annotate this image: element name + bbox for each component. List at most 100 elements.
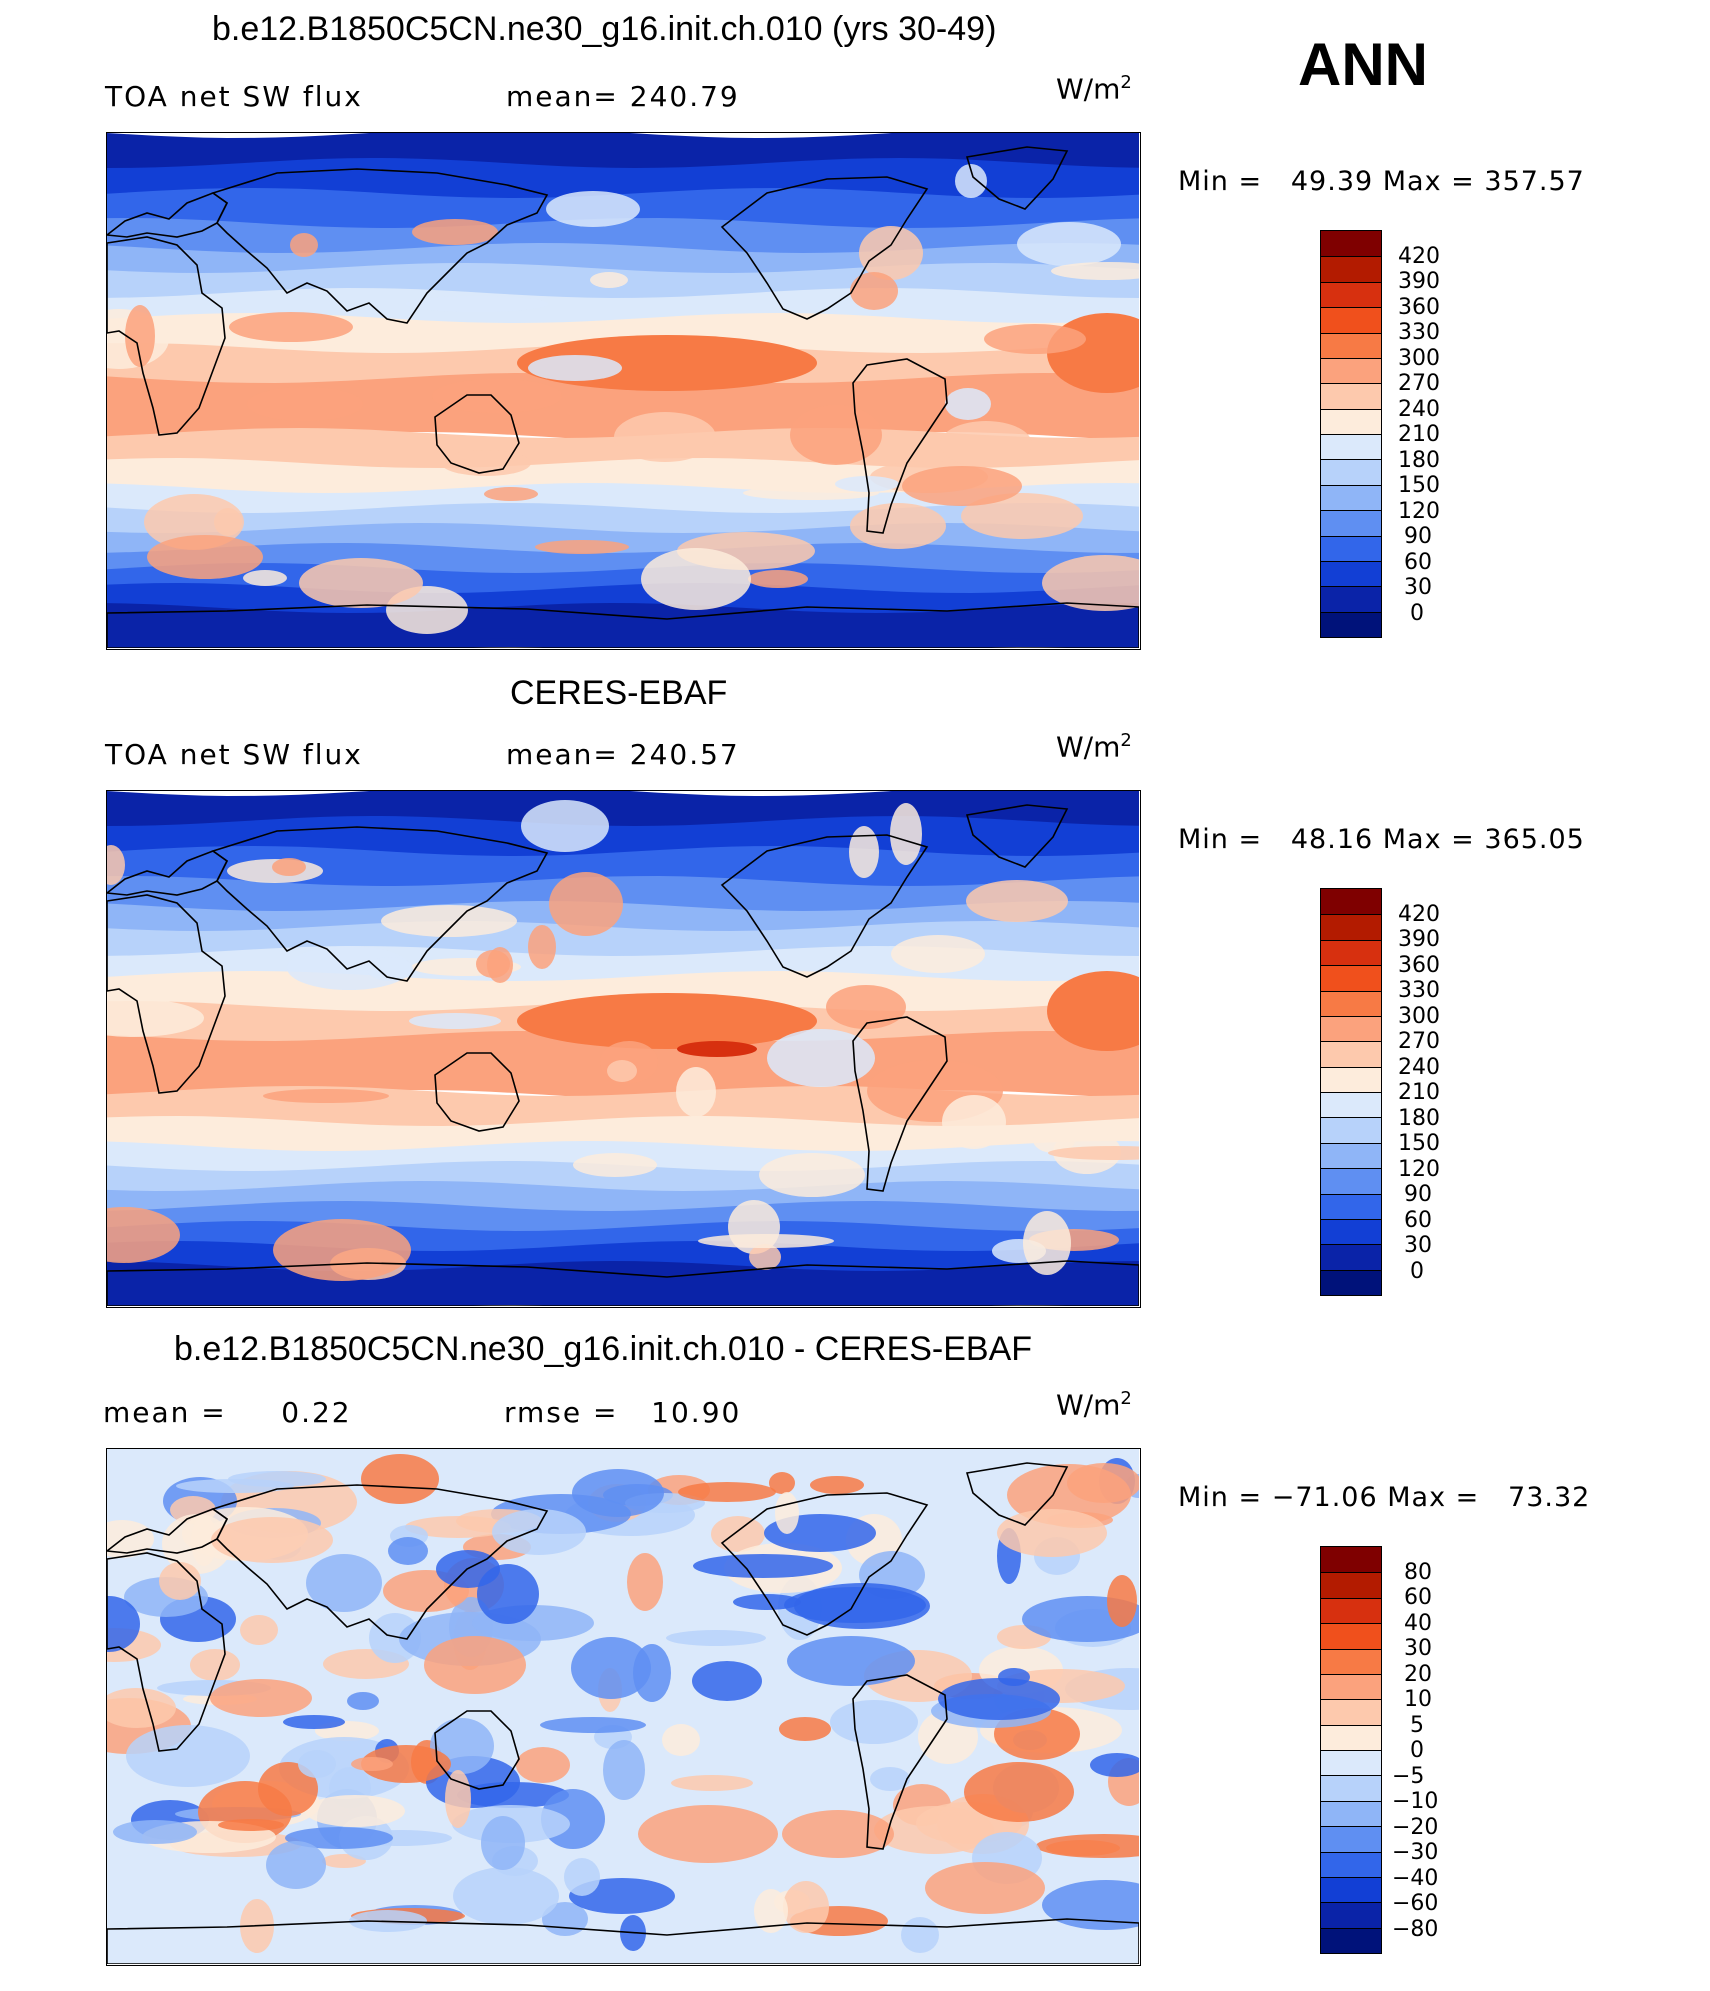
field-blob [432,379,562,413]
field-blob [571,1637,651,1699]
colorbar-tick-label: 150 [1398,473,1440,498]
field-blob [769,1472,795,1494]
panel3-colorbar [1320,1546,1382,1954]
colorbar-segment [1321,459,1381,485]
colorbar-segment [1321,1876,1381,1903]
panel3-title: b.e12.B1850C5CN.ne30_g16.init.ch.010 - C… [174,1330,1033,1368]
field-blob [306,1554,382,1612]
field-blob [247,387,363,421]
coastline [852,1016,948,1192]
field-blob [218,1819,284,1831]
coastlines [107,804,1139,1306]
field-blob [540,1717,646,1733]
field-blob [767,1029,875,1087]
panel2-map [106,790,1141,1308]
field-blob [779,1717,831,1741]
colorbar-segment [1321,1927,1381,1953]
field-blob [955,164,987,198]
field-blob [573,1153,657,1177]
colorbar-segment [1321,560,1381,587]
colorbar-segment [1321,307,1381,333]
colorbar-segment [1321,484,1381,511]
field-blob [692,1661,762,1701]
panel3-map-svg [107,1449,1139,1964]
panel1-right-label: mean= 240.79 [506,80,740,113]
colorbar-segment [1321,586,1381,612]
coastline [434,394,520,474]
panel2-map-svg [107,791,1139,1306]
field-blob [850,272,898,310]
field-blob [850,503,946,549]
colorbar-tick-label: 330 [1398,320,1440,345]
colorbar-tick-label: 210 [1398,1080,1440,1105]
field-blob [902,466,1022,506]
coastlines [107,1462,1139,1964]
colorbar-segment [1321,1648,1381,1674]
field-blob [347,1692,379,1710]
field-blob [290,233,318,257]
field-blob [176,1479,294,1493]
colorbar-tick-label: −80 [1392,1916,1439,1942]
colorbar-tick-label: 40 [1404,1610,1432,1636]
panel1-colorbar-labels: 420 390 360 330 300 270 240 210 180 150 120 90 60 30 0 [1398,230,1478,638]
coastlines [107,146,1139,648]
colorbar-segment [1321,231,1381,257]
panel1-title: b.e12.B1850C5CN.ne30_g16.init.ch.010 (yr… [212,10,997,48]
field-band [107,1116,1139,1155]
colorbar-segment [1321,1092,1381,1118]
colorbar-segment [1321,965,1381,991]
panel1-minmax: Min = 49.39 Max = 357.57 [1178,166,1585,197]
colorbar-segment [1321,939,1381,966]
field-blob [113,1820,197,1844]
field-blob [528,925,556,969]
colorbar-tick-label: 180 [1398,447,1440,473]
field-blob [517,993,817,1049]
field-blob [1036,1834,1139,1858]
field-blob [107,1207,180,1263]
field-blob [966,880,1068,922]
coastline [852,358,948,534]
panel3-colorbar-labels: 80 60 40 30 20 10 5 0 −5 −10 −20 −30 −40 −60 −80 [1392,1546,1478,1954]
field-blob [424,1636,526,1694]
colorbar-tick-label: 210 [1398,422,1440,447]
colorbar-segment [1321,1902,1381,1928]
field-blob [564,1858,600,1896]
field-blob [388,1537,428,1565]
field-blob [367,957,413,981]
field-blob [964,1762,1074,1822]
field-blob [925,1862,1045,1914]
coastline [107,1260,1139,1306]
field-blob [361,1745,451,1783]
field-blob [784,1587,926,1623]
panel1-map-svg [107,133,1139,648]
field-blob [678,1482,776,1502]
field-blob [997,1509,1107,1557]
colorbar-tick-label: 300 [1398,1003,1440,1029]
coastline [965,804,1069,868]
coastline [434,1052,520,1132]
colorbar-tick-label: 30 [1404,1233,1432,1258]
panel1-units: W/m2 [1056,72,1132,106]
field-blob [870,1767,910,1791]
colorbar-segment [1321,1168,1381,1194]
field-blob [481,1816,525,1870]
field-blob [1090,1753,1139,1777]
coastline [107,1918,1139,1964]
field-blob [787,1636,915,1686]
field-blob [528,355,622,381]
colorbar-tick-label: 300 [1398,345,1440,371]
colorbar-tick-label: 390 [1398,927,1440,952]
field-blob [273,1219,411,1281]
field-layer [107,1449,1139,1964]
colorbar-tick-label: 240 [1398,1054,1440,1080]
field-blob [627,1553,663,1611]
field-blob [549,872,623,936]
field-blob [405,1516,511,1538]
coastline [720,834,929,978]
field-blob [159,1562,201,1600]
colorbar-tick-label: 390 [1398,269,1440,294]
field-blob [603,1740,645,1800]
colorbar-tick-label: 360 [1398,294,1440,320]
colorbar-tick-label: 10 [1404,1687,1432,1712]
colorbar-segment [1321,611,1381,637]
